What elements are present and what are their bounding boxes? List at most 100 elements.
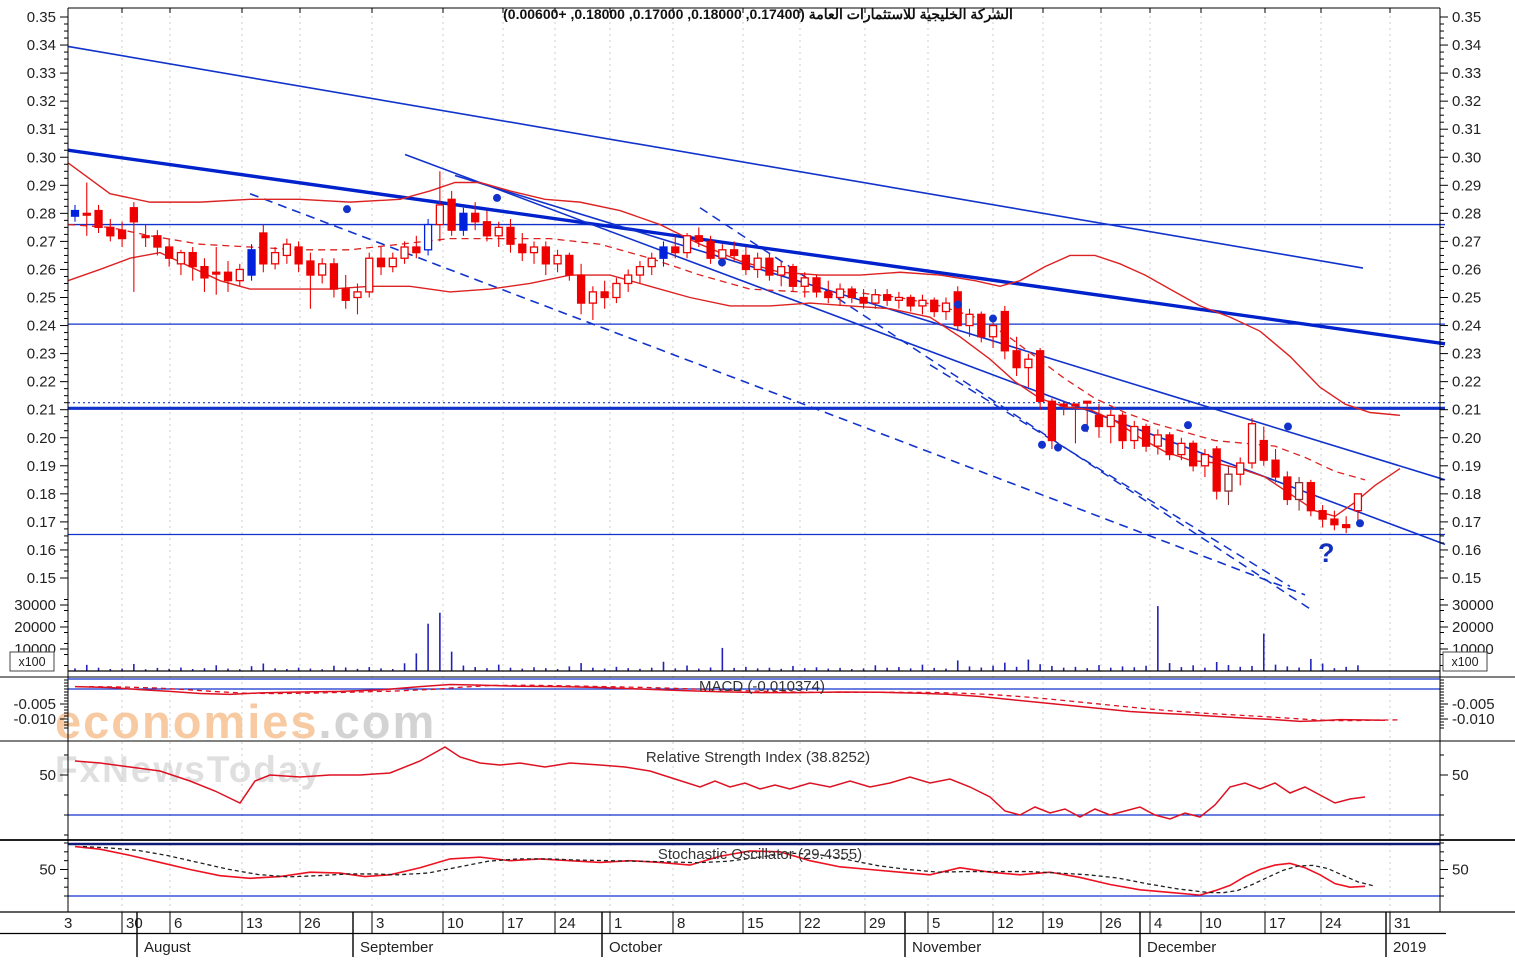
svg-text:24: 24 [559, 915, 576, 932]
svg-text:0.15: 0.15 [27, 570, 56, 587]
svg-text:0.31: 0.31 [27, 121, 56, 138]
svg-text:-0.005: -0.005 [1452, 696, 1495, 713]
watermark-line1: economies.com [55, 698, 436, 745]
svg-text:50: 50 [39, 861, 56, 878]
svg-text:6: 6 [174, 915, 182, 932]
svg-text:50: 50 [1452, 767, 1469, 784]
svg-text:0.22: 0.22 [27, 374, 56, 391]
watermark-com: .com [318, 695, 437, 748]
svg-text:0.24: 0.24 [27, 318, 56, 335]
svg-text:0.33: 0.33 [1452, 65, 1481, 82]
svg-text:-0.010: -0.010 [13, 711, 56, 728]
svg-text:0.35: 0.35 [27, 9, 56, 26]
svg-text:0.23: 0.23 [1452, 346, 1481, 363]
svg-text:August: August [144, 939, 192, 956]
svg-text:November: November [912, 939, 981, 956]
svg-text:x100: x100 [1451, 655, 1478, 669]
svg-text:0.30: 0.30 [27, 149, 56, 166]
svg-text:0.29: 0.29 [27, 177, 56, 194]
svg-text:0.24: 0.24 [1452, 318, 1481, 335]
svg-text:12: 12 [997, 915, 1014, 932]
svg-text:0.32: 0.32 [1452, 93, 1481, 110]
svg-text:30000: 30000 [14, 597, 56, 614]
watermark-economies: economies [55, 695, 319, 748]
svg-text:0.19: 0.19 [27, 458, 56, 475]
svg-text:0.26: 0.26 [1452, 261, 1481, 278]
stochastic-panel [68, 842, 1440, 897]
svg-text:10: 10 [1205, 915, 1222, 932]
svg-text:0.30: 0.30 [1452, 149, 1481, 166]
svg-text:2019: 2019 [1393, 939, 1426, 956]
svg-text:0.16: 0.16 [1452, 542, 1481, 559]
svg-text:September: September [360, 939, 433, 956]
volume-bars [74, 606, 1359, 671]
svg-text:29: 29 [869, 915, 886, 932]
svg-text:3: 3 [376, 915, 384, 932]
svg-text:50: 50 [39, 767, 56, 784]
svg-text:30000: 30000 [1452, 597, 1494, 614]
svg-text:0.23: 0.23 [27, 346, 56, 363]
svg-text:8: 8 [677, 915, 685, 932]
svg-text:1: 1 [614, 915, 622, 932]
svg-text:0.32: 0.32 [27, 93, 56, 110]
horizontal-levels [68, 223, 1445, 536]
svg-text:13: 13 [246, 915, 263, 932]
trendlines [67, 45, 1446, 610]
svg-text:10: 10 [447, 915, 464, 932]
macd-panel [68, 683, 1440, 723]
svg-text:December: December [1147, 939, 1216, 956]
svg-text:15: 15 [747, 915, 764, 932]
svg-text:26: 26 [1105, 915, 1122, 932]
svg-text:October: October [609, 939, 662, 956]
svg-text:0.18: 0.18 [27, 486, 56, 503]
x-axis: 3 30 6 13 26 3 10 17 24 1 8 15 22 29 5 12 19 26 4 10 17 24 31 A… [64, 8, 1426, 957]
gridlines [121, 10, 1391, 911]
svg-text:0.16: 0.16 [27, 542, 56, 559]
svg-text:30: 30 [126, 915, 143, 932]
svg-text:19: 19 [1047, 915, 1064, 932]
svg-text:4: 4 [1154, 915, 1162, 932]
svg-text:31: 31 [1394, 915, 1411, 932]
svg-text:0.34: 0.34 [27, 37, 56, 54]
svg-text:0.22: 0.22 [1452, 374, 1481, 391]
svg-text:0.34: 0.34 [1452, 37, 1481, 54]
chart-title: الشركة الخليجية للاستثمارات العامة (0.17… [503, 6, 1013, 22]
svg-text:20000: 20000 [1452, 619, 1494, 636]
svg-text:26: 26 [304, 915, 321, 932]
svg-text:0.19: 0.19 [1452, 458, 1481, 475]
svg-text:0.21: 0.21 [1452, 402, 1481, 419]
sar-dots [343, 193, 1364, 528]
svg-text:-0.005: -0.005 [13, 696, 56, 713]
bollinger-bands [67, 162, 1401, 518]
watermark-fxnewstoday: FxNewsToday [55, 749, 324, 790]
svg-text:0.28: 0.28 [1452, 205, 1481, 222]
svg-text:0.20: 0.20 [1452, 430, 1481, 447]
svg-text:50: 50 [1452, 861, 1469, 878]
svg-text:17: 17 [507, 915, 524, 932]
svg-text:0.20: 0.20 [27, 430, 56, 447]
stochastic-label: Stochastic Oscillator (29.4355) [657, 846, 863, 863]
svg-text:0.33: 0.33 [27, 65, 56, 82]
svg-text:3: 3 [64, 915, 72, 932]
price-axis: 0.15 0.15 0.16 0.16 0.17 0.17 0.18 0.18 0.19 0.19… [9, 9, 1495, 897]
svg-text:0.25: 0.25 [27, 290, 56, 307]
svg-text:0.18: 0.18 [1452, 486, 1481, 503]
svg-text:0.27: 0.27 [27, 233, 56, 250]
svg-text:0.27: 0.27 [1452, 233, 1481, 250]
svg-text:0.17: 0.17 [1452, 514, 1481, 531]
svg-text:0.26: 0.26 [27, 261, 56, 278]
svg-text:0.17: 0.17 [27, 514, 56, 531]
svg-text:0.15: 0.15 [1452, 570, 1481, 587]
svg-text:24: 24 [1325, 915, 1342, 932]
rsi-panel [68, 746, 1440, 820]
svg-text:0.31: 0.31 [1452, 121, 1481, 138]
macd-label: MACD (-0.010374) [699, 678, 825, 695]
svg-text:0.25: 0.25 [1452, 290, 1481, 307]
svg-text:0.28: 0.28 [27, 205, 56, 222]
question-mark-annotation: ? [1318, 538, 1335, 568]
watermark: economies.com FxNewsToday [55, 698, 436, 791]
svg-text:0.29: 0.29 [1452, 177, 1481, 194]
svg-text:-0.010: -0.010 [1452, 711, 1495, 728]
